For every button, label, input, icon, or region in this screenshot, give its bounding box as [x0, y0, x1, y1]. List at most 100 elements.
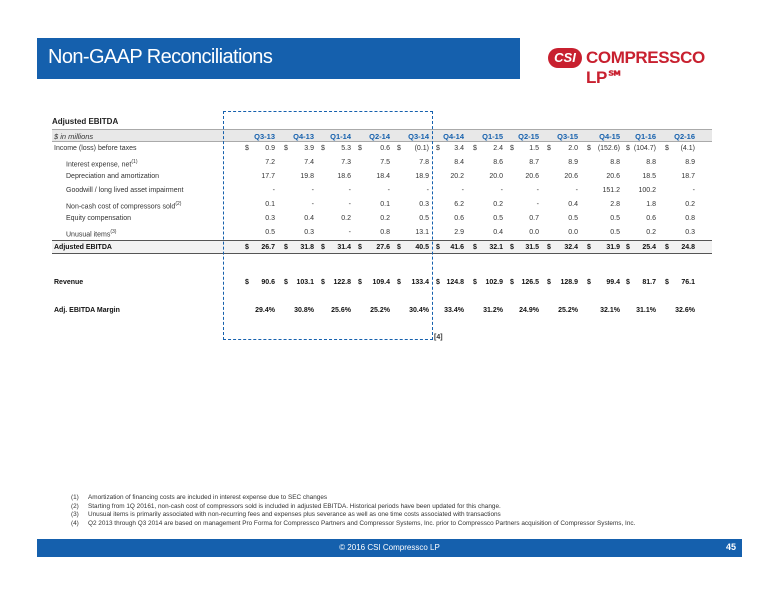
table-cell: 19.8 [300, 173, 314, 180]
revenue-row: Revenue $90.6 $103.1 $122.8 $109.4 $133.4 $124… [52, 276, 712, 290]
pro-forma-note-marker: [4] [434, 334, 443, 341]
footnote-ref: (1) [131, 159, 138, 165]
currency-symbol: $ [358, 279, 362, 286]
footnote-ref: (2) [175, 201, 182, 207]
footnote-text: Q2 2013 through Q3 2014 are based on man… [88, 519, 636, 527]
table-row: Equity compensation 0.3 0.4 0.2 0.2 0.5 0.6 0.5… [52, 212, 712, 226]
table-row: Income (loss) before taxes $0.9 $3.9 $5.3 $0… [52, 142, 712, 156]
table-cell: 102.9 [485, 279, 503, 286]
row-label: Revenue [54, 279, 84, 286]
currency-symbol: $ [245, 145, 249, 152]
table-cell: - [575, 187, 578, 194]
table-cell: 0.2 [646, 229, 656, 236]
currency-symbol: $ [436, 145, 440, 152]
currency-symbol: $ [473, 279, 477, 286]
row-label: Depreciation and amortization [66, 173, 159, 180]
table-cell: 0.2 [380, 215, 390, 222]
table-cell: 20.6 [606, 173, 620, 180]
column-header: Q4-15 [599, 132, 620, 141]
table-cell: 2.0 [568, 145, 578, 152]
table-cell: 0.3 [265, 215, 275, 222]
table-cell: 0.2 [493, 201, 503, 208]
currency-symbol: $ [284, 244, 288, 251]
footnotes: (1) Amortization of financing costs are i… [71, 494, 731, 528]
table-cell: 41.6 [450, 244, 464, 251]
table-cell: 25.2% [558, 307, 578, 314]
column-header: Q1-14 [330, 132, 351, 141]
table-cell: 124.8 [446, 279, 464, 286]
footnote: (2) Starting from 1Q 20161, non-cash cost… [71, 503, 731, 512]
table-cell: 20.0 [489, 173, 503, 180]
table-cell: 0.6 [454, 215, 464, 222]
currency-symbol: $ [547, 145, 551, 152]
table-cell: 0.5 [419, 215, 429, 222]
table-cell: 0.9 [265, 145, 275, 152]
table-cell: 1.5 [529, 145, 539, 152]
currency-symbol: $ [510, 244, 514, 251]
table-cell: 90.6 [261, 279, 275, 286]
currency-symbol: $ [626, 279, 630, 286]
table-row: Depreciation and amortization 17.7 19.8 18.… [52, 170, 712, 184]
table-cell: 25.6% [331, 307, 351, 314]
table-cell: 8.4 [454, 159, 464, 166]
table-cell: 25.4 [642, 244, 656, 251]
table-cell: - [272, 187, 275, 194]
column-header: Q3-13 [254, 132, 275, 141]
table-cell: 20.2 [450, 173, 464, 180]
ebitda-table: Adjusted EBITDA $ in millions Q3-13 Q4-13… [52, 117, 712, 318]
table-cell: 25.2% [370, 307, 390, 314]
footnote: (4) Q2 2013 through Q3 2014 are based on … [71, 520, 731, 529]
table-cell: (104.7) [633, 145, 656, 152]
slide-footer: © 2016 CSI Compressco LP 45 [37, 539, 742, 557]
table-cell: (152.6) [597, 145, 620, 152]
currency-symbol: $ [665, 244, 669, 251]
table-cell: 0.0 [568, 229, 578, 236]
currency-symbol: $ [473, 244, 477, 251]
row-label: Unusual items(3) [66, 229, 117, 239]
currency-symbol: $ [665, 145, 669, 152]
csi-logo-badge: CSI [548, 48, 582, 68]
units-label: $ in millions [54, 132, 94, 141]
currency-symbol: $ [510, 279, 514, 286]
column-header: Q3-14 [408, 132, 429, 141]
currency-symbol: $ [284, 145, 288, 152]
table-cell: 126.5 [521, 279, 539, 286]
table-cell: 32.4 [564, 244, 578, 251]
table-cell: - [500, 187, 503, 194]
currency-symbol: $ [397, 145, 401, 152]
table-cell: 31.5 [525, 244, 539, 251]
table-cell: 0.8 [685, 215, 695, 222]
currency-symbol: $ [245, 244, 249, 251]
table-cell: (0.1) [414, 145, 429, 152]
table-cell: 33.4% [444, 307, 464, 314]
table-cell: 8.6 [493, 159, 503, 166]
table-cell: 27.6 [376, 244, 390, 251]
table-cell: 0.8 [380, 229, 390, 236]
table-cell: (4.1) [680, 145, 695, 152]
table-cell: 18.6 [337, 173, 351, 180]
footnote-number: (1) [71, 494, 79, 501]
column-header: Q4-14 [443, 132, 464, 141]
currency-symbol: $ [626, 145, 630, 152]
table-cell: 0.2 [341, 215, 351, 222]
table-cell: 24.9% [519, 307, 539, 314]
company-logo: CSI COMPRESSCO LP℠ [520, 38, 742, 87]
table-cell: 31.8 [300, 244, 314, 251]
table-cell: 133.4 [411, 279, 429, 286]
footnote-number: (3) [71, 511, 79, 518]
table-cell: 109.4 [372, 279, 390, 286]
currency-symbol: $ [358, 244, 362, 251]
currency-symbol: $ [245, 279, 249, 286]
table-cell: 1.8 [646, 201, 656, 208]
table-cell: 26.7 [261, 244, 275, 251]
row-label: Adj. EBITDA Margin [54, 307, 120, 314]
table-title: Adjusted EBITDA [52, 117, 119, 126]
table-cell: 18.5 [642, 173, 656, 180]
table-cell: 30.8% [294, 307, 314, 314]
currency-symbol: $ [587, 279, 591, 286]
table-row: Non-cash cost of compressors sold(2) 0.1 -… [52, 198, 712, 212]
table-cell: 0.3 [419, 201, 429, 208]
column-header: Q2-16 [674, 132, 695, 141]
table-cell: 0.1 [380, 201, 390, 208]
table-cell: 0.0 [529, 229, 539, 236]
